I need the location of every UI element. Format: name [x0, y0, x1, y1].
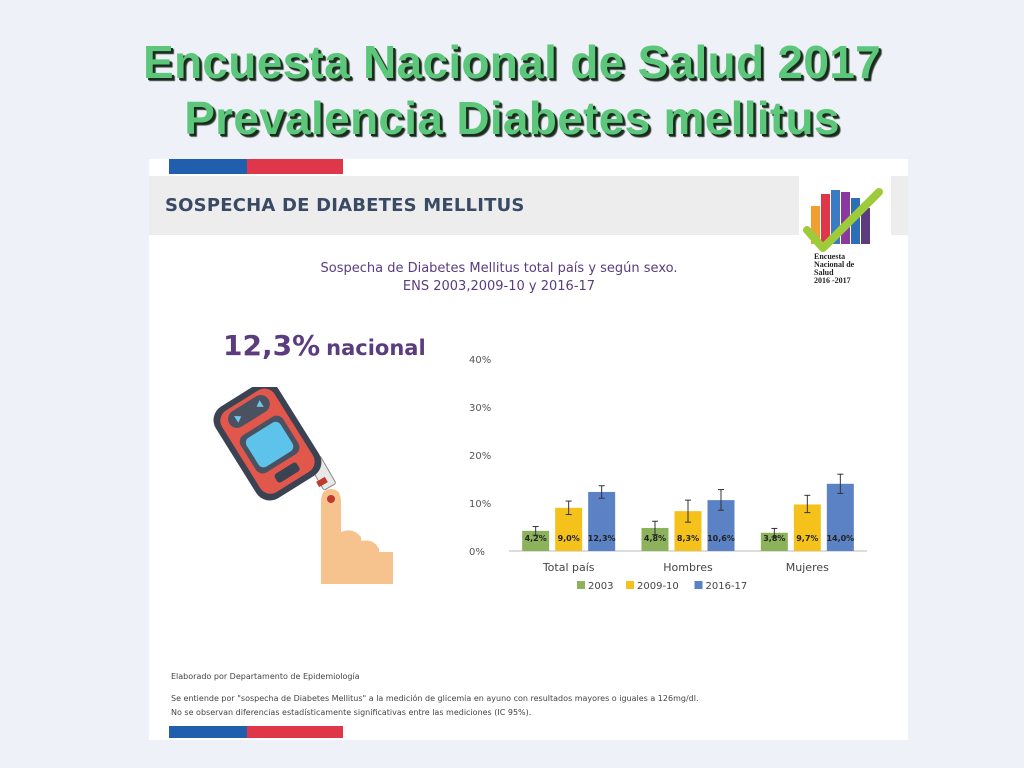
national-stat-value: 12,3%: [223, 329, 321, 362]
chart-title: Sospecha de Diabetes Mellitus total país…: [269, 260, 729, 296]
slide-title: Encuesta Nacional de Salud 2017 Prevalen…: [0, 34, 1024, 146]
legend-swatch-2009-10: [626, 581, 634, 589]
data-label: 4,8%: [644, 534, 666, 543]
logo-text-line1: Encuesta: [814, 252, 846, 261]
ens-logo-text: Encuesta Nacional de Salud 2016 -2017: [814, 253, 854, 285]
legend-label: 2016-17: [706, 581, 748, 592]
data-label: 9,0%: [558, 534, 580, 543]
flag-stripe-red-top: [247, 159, 343, 174]
chart-title-line2: ENS 2003,2009-10 y 2016-17: [402, 279, 596, 294]
bar-chart: 0% 10% 20% 30% 40% 4,2% 9,0% 12,3% Total país 4,8…: [469, 355, 867, 592]
legend-label: 2009-10: [637, 581, 679, 592]
slide-title-line1: Encuesta Nacional de Salud 2017: [143, 36, 881, 88]
slide-title-line2: Prevalencia Diabetes mellitus: [184, 92, 840, 144]
y-tick-label: 40%: [469, 355, 491, 366]
footnote-source: Elaborado por Departamento de Epidemiolo…: [171, 672, 360, 681]
data-label: 12,3%: [588, 534, 616, 543]
y-tick-label: 20%: [469, 451, 491, 462]
data-label: 8,3%: [677, 534, 699, 543]
ens-logo-icon: [803, 188, 883, 252]
bar-2003: [641, 527, 669, 551]
bar-2003: [760, 532, 788, 551]
header-title: SOSPECHA DE DIABETES MELLITUS: [165, 195, 525, 216]
logo-text-line2: Nacional de: [814, 260, 855, 269]
y-tick-label: 0%: [469, 547, 485, 558]
legend-label: 2003: [588, 581, 613, 592]
data-label: 3,8%: [763, 534, 785, 543]
category-label: Hombres: [663, 561, 713, 574]
y-tick-label: 10%: [469, 499, 491, 510]
bar-2003: [522, 530, 550, 551]
national-stat-label: nacional: [326, 336, 426, 360]
bar-2016-17: [826, 483, 854, 551]
chart-title-line1: Sospecha de Diabetes Mellitus total país…: [320, 261, 678, 276]
national-stat: 12,3% nacional: [223, 329, 426, 362]
data-label: 14,0%: [826, 534, 854, 543]
legend-swatch-2003: [577, 581, 585, 589]
infographic-card: SOSPECHA DE DIABETES MELLITUS Encuesta N…: [149, 159, 908, 740]
header-band: [149, 176, 908, 235]
flag-stripe-red-bottom: [247, 726, 343, 738]
logo-text-line3: Salud: [814, 268, 834, 277]
data-label: 9,7%: [796, 534, 818, 543]
category-label: Total país: [542, 561, 595, 574]
bar-2016-17: [588, 491, 616, 551]
data-label: 4,2%: [525, 534, 547, 543]
flag-stripe-blue-bottom: [169, 726, 247, 738]
data-label: 10,6%: [707, 534, 735, 543]
logo-text-line4: 2016 -2017: [814, 276, 851, 285]
footnote-definition: Se entiende por "sospecha de Diabetes Me…: [171, 694, 699, 703]
y-tick-label: 30%: [469, 403, 491, 414]
footnote-significance: No se observan diferencias estadísticame…: [171, 708, 532, 717]
category-label: Mujeres: [786, 561, 829, 574]
glucometer-icon: [213, 387, 393, 584]
flag-stripe-blue-top: [169, 159, 247, 174]
ens-logo: [799, 172, 891, 290]
legend-swatch-2016-17: [694, 581, 703, 589]
